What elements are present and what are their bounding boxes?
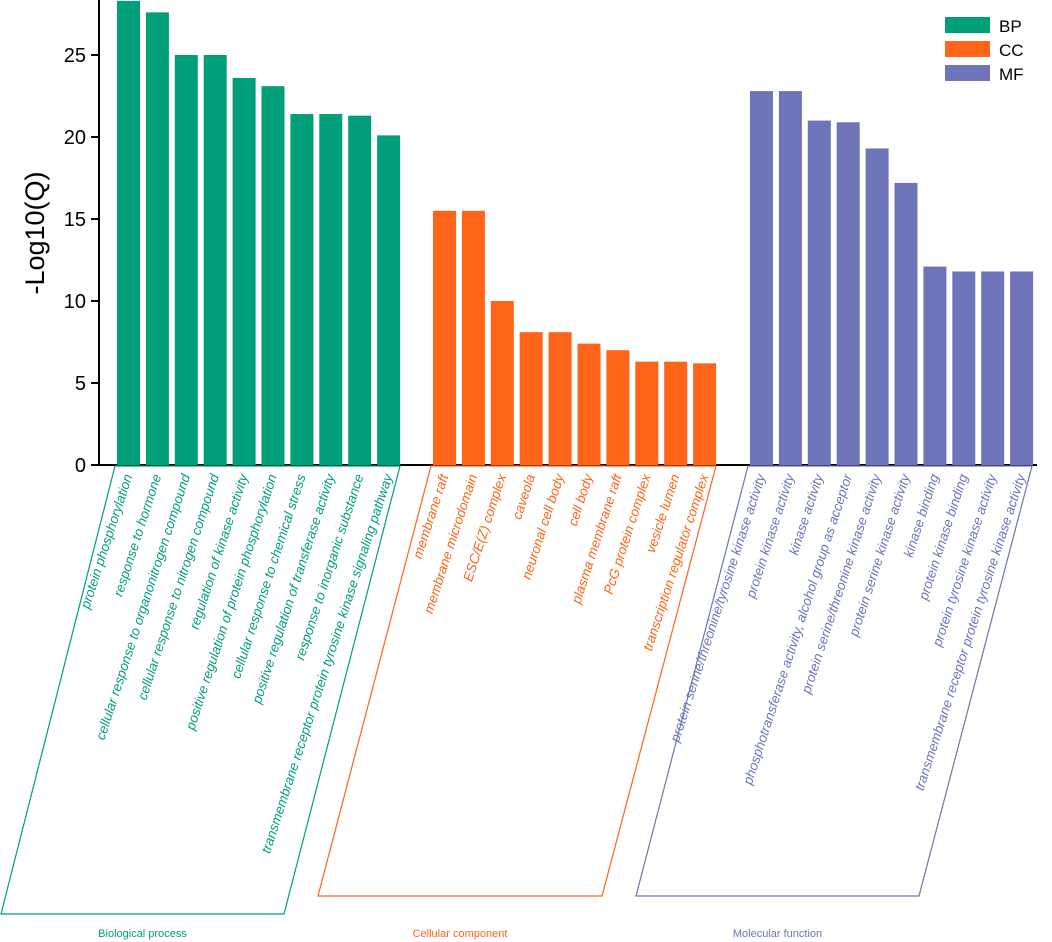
bars [117,0,1034,466]
category-label: caveola [509,472,538,521]
legend-swatch-mf [945,65,990,81]
bar-cc-7 [606,350,630,465]
y-tick-label: 0 [75,455,86,477]
bar-cc-9 [664,361,688,465]
bar-mf-3 [807,120,831,465]
bar-cc-8 [635,361,659,465]
bar-bp-5 [232,77,256,466]
bar-mf-1 [750,91,773,465]
y-tick-label: 15 [64,209,86,231]
y-axis: 0 5 10 15 20 25 [64,0,100,477]
group-box-mf [635,465,1033,897]
group-label-bp: Biological process [98,928,187,940]
category-label: cell body [565,471,596,527]
bar-cc-3 [490,301,514,465]
bar-bp-7 [290,114,314,465]
bar-mf-5 [865,148,889,466]
series-cc [433,210,717,465]
bar-cc-10 [693,363,717,465]
category-label: transcription regulator complex [640,471,712,652]
bar-bp-8 [319,114,343,465]
legend-swatch-bp [945,17,990,33]
series-bp [117,0,401,466]
group-label-mf: Molecular function [733,928,822,940]
group-label-cc: Cellular component [413,928,508,940]
bar-bp-2 [145,12,169,466]
bar-bp-3 [174,55,198,465]
bar-mf-10 [1010,271,1034,465]
legend: BP CC MF [945,17,1024,84]
bar-cc-4 [519,332,543,465]
bar-mf-9 [981,271,1005,465]
series-mf [750,91,1034,466]
bar-bp-9 [348,115,372,466]
group-box-bp [0,465,401,915]
y-tick-label: 20 [64,127,86,149]
y-tick-label: 5 [75,373,86,395]
bar-cc-5 [548,332,572,465]
legend-label-bp: BP [999,17,1022,36]
y-tick-label: 10 [64,291,86,313]
group-box-cc [317,465,717,897]
bar-mf-7 [923,266,947,465]
legend-swatch-cc [945,41,990,57]
bar-cc-6 [577,343,601,465]
bar-bp-4 [203,55,227,465]
y-axis-label: -Log10(Q) [20,171,50,294]
bar-cc-2 [461,210,485,465]
bar-mf-2 [778,91,802,465]
bar-bp-10 [377,135,401,466]
group-boxes: Biological process Cellular component Mole… [0,465,1033,940]
bar-cc-1 [433,210,456,465]
bar-bp-6 [261,86,285,465]
bar-bp-1 [117,0,140,465]
bar-mf-4 [836,122,860,466]
y-tick-label: 25 [64,45,86,67]
bar-mf-6 [894,182,918,466]
legend-label-cc: CC [999,41,1024,60]
category-label: protein serine/threonine/tyrosine kinase… [667,471,769,745]
bar-mf-8 [952,271,976,465]
legend-label-mf: MF [999,65,1024,84]
